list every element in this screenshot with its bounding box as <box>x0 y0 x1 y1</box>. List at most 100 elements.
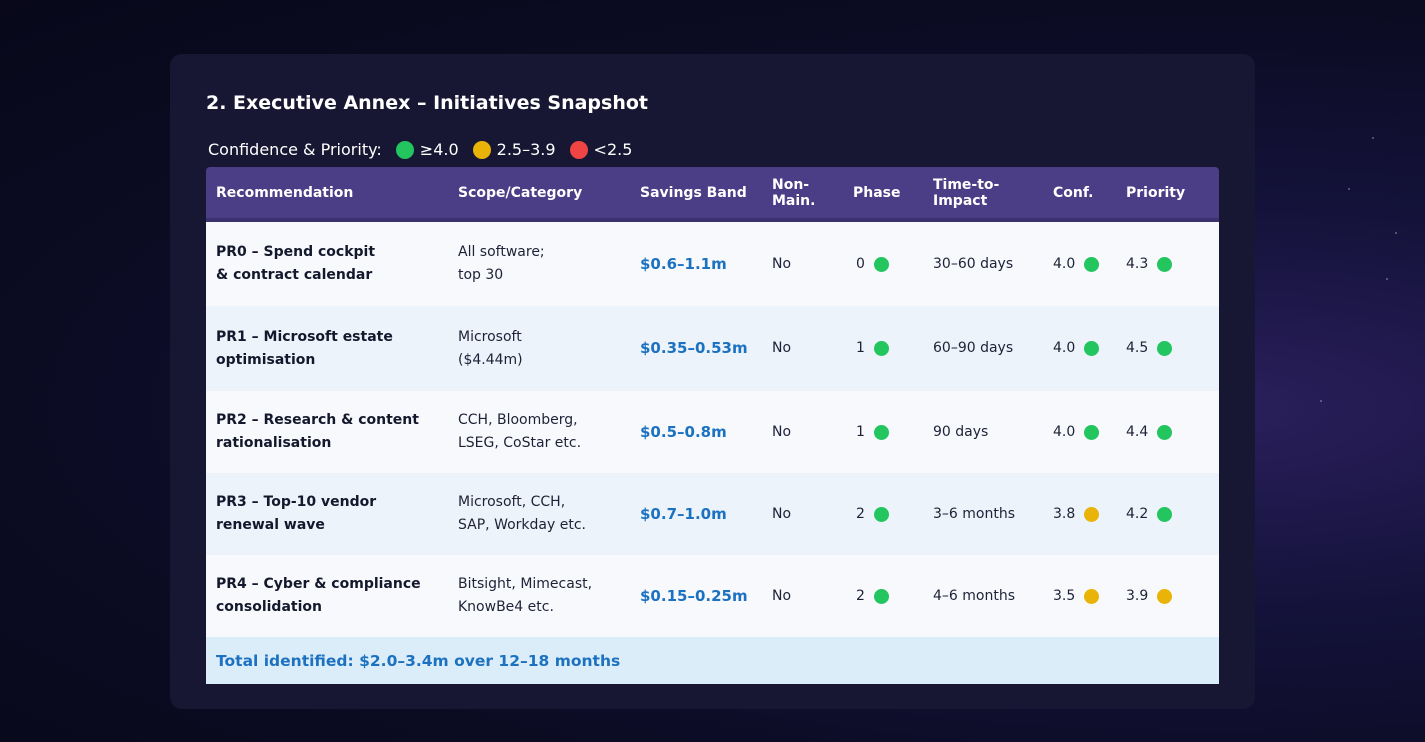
table-row: PR4 – Cyber & compliance consolidation Bi… <box>206 555 1219 637</box>
cell-recommendation: PR4 – Cyber & compliance consolidation <box>216 555 421 637</box>
cell-phase: 1 <box>856 306 889 391</box>
cell-time-text: 4–6 months <box>933 587 1015 604</box>
cell-non-main-text: No <box>772 255 792 272</box>
initiatives-table: Recommendation Scope/Category Savings Ba… <box>206 167 1219 684</box>
cell-recommendation: PR1 – Microsoft estate optimisation <box>216 306 393 391</box>
cell-scope: CCH, Bloomberg, LSEG, CoStar etc. <box>458 391 581 473</box>
cell-priority: 4.3 <box>1126 222 1173 306</box>
cell-conf-text: 4.0 <box>1053 340 1076 356</box>
legend-amber-label: 2.5–3.9 <box>496 140 556 159</box>
status-dot-icon <box>1157 424 1173 440</box>
cell-non-main: No <box>772 555 791 637</box>
cell-non-main-text: No <box>772 587 792 604</box>
cell-scope-text: Microsoft ($4.44m) <box>458 328 523 368</box>
header-scope: Scope/Category <box>458 184 583 201</box>
table-row: PR0 – Spend cockpit & contract calendar A… <box>206 222 1219 306</box>
header-priority: Priority <box>1126 184 1186 201</box>
cell-conf: 3.8 <box>1053 473 1100 555</box>
cell-non-main-text: No <box>772 423 792 440</box>
cell-scope: Microsoft, CCH, SAP, Workday etc. <box>458 473 586 555</box>
cell-conf: 4.0 <box>1053 222 1100 306</box>
cell-scope: Microsoft ($4.44m) <box>458 306 523 391</box>
cell-savings-text: $0.15–0.25m <box>640 586 748 605</box>
total-row: Total identified: $2.0–3.4m over 12–18 m… <box>206 637 1219 684</box>
cell-non-main: No <box>772 222 791 306</box>
cell-phase-text: 1 <box>856 423 865 440</box>
status-dot-icon <box>1084 341 1100 356</box>
cell-scope: All software; top 30 <box>458 222 545 306</box>
legend: Confidence & Priority: ≥4.0 2.5–3.9 <2.5 <box>208 140 632 159</box>
cell-savings-text: $0.6–1.1m <box>640 254 727 273</box>
legend-label: Confidence & Priority: <box>208 140 382 159</box>
status-dot-icon <box>1157 506 1173 522</box>
status-dot-icon <box>1157 341 1173 356</box>
cell-time-text: 3–6 months <box>933 505 1015 522</box>
cell-conf: 4.0 <box>1053 306 1100 391</box>
cell-time-text: 90 days <box>933 423 989 440</box>
cell-non-main-text: No <box>772 340 792 356</box>
cell-scope-text: CCH, Bloomberg, LSEG, CoStar etc. <box>458 412 582 451</box>
cell-phase-text: 2 <box>856 587 865 604</box>
table-row: PR3 – Top-10 vendor renewal wave Microsof… <box>206 473 1219 555</box>
cell-recommendation-text: PR2 – Research & content rationalisation <box>216 412 419 451</box>
cell-phase-text: 2 <box>856 505 865 522</box>
cell-priority-text: 4.4 <box>1126 423 1149 440</box>
header-conf: Conf. <box>1053 184 1094 201</box>
cell-recommendation-text: PR1 – Microsoft estate optimisation <box>216 328 393 368</box>
table-body: PR0 – Spend cockpit & contract calendar A… <box>206 222 1219 637</box>
cell-priority-text: 4.2 <box>1126 505 1149 522</box>
legend-green-dot-icon <box>395 140 414 159</box>
legend-amber-dot-icon <box>472 140 491 159</box>
cell-savings-text: $0.5–0.8m <box>640 422 727 441</box>
status-dot-icon <box>873 256 889 272</box>
status-dot-icon <box>873 588 889 604</box>
cell-priority: 4.4 <box>1126 391 1173 473</box>
cell-conf-text: 4.0 <box>1053 423 1076 440</box>
cell-time: 3–6 months <box>933 473 1015 555</box>
cell-recommendation-text: PR3 – Top-10 vendor renewal wave <box>216 494 377 533</box>
cell-conf: 4.0 <box>1053 391 1100 473</box>
cell-non-main-text: No <box>772 505 792 522</box>
header-recommendation: Recommendation <box>216 184 354 201</box>
status-dot-icon <box>873 341 889 356</box>
cell-savings: $0.7–1.0m <box>640 473 727 555</box>
cell-non-main: No <box>772 306 791 391</box>
page-title: 2. Executive Annex – Initiatives Snapsho… <box>206 92 648 114</box>
cell-savings-text: $0.35–0.53m <box>640 339 748 357</box>
cell-recommendation-text: PR4 – Cyber & compliance consolidation <box>216 576 421 615</box>
cell-scope-text: Microsoft, CCH, SAP, Workday etc. <box>458 494 586 533</box>
status-dot-icon <box>1157 256 1173 272</box>
cell-phase: 2 <box>856 473 889 555</box>
cell-priority-text: 4.5 <box>1126 340 1149 356</box>
cell-conf-text: 4.0 <box>1053 255 1076 272</box>
legend-green-label: ≥4.0 <box>419 140 459 159</box>
cell-scope: Bitsight, Mimecast, KnowBe4 etc. <box>458 555 592 637</box>
total-text: Total identified: $2.0–3.4m over 12–18 m… <box>216 651 621 670</box>
cell-conf: 3.5 <box>1053 555 1100 637</box>
table-header: Recommendation Scope/Category Savings Ba… <box>206 167 1219 222</box>
cell-conf-text: 3.5 <box>1053 587 1076 604</box>
cell-savings: $0.5–0.8m <box>640 391 727 473</box>
cell-time: 4–6 months <box>933 555 1015 637</box>
legend-red-dot-icon <box>569 140 588 159</box>
cell-savings: $0.15–0.25m <box>640 555 748 637</box>
cell-recommendation: PR2 – Research & content rationalisation <box>216 391 419 473</box>
cell-time: 60–90 days <box>933 306 1013 391</box>
status-dot-icon <box>1084 424 1100 440</box>
cell-priority: 4.5 <box>1126 306 1173 391</box>
annex-panel: 2. Executive Annex – Initiatives Snapsho… <box>170 54 1255 709</box>
cell-non-main: No <box>772 473 791 555</box>
header-savings: Savings Band <box>640 184 747 201</box>
cell-scope-text: All software; top 30 <box>458 244 545 283</box>
cell-priority-text: 4.3 <box>1126 255 1149 272</box>
status-dot-icon <box>1157 588 1173 604</box>
cell-conf-text: 3.8 <box>1053 505 1076 522</box>
cell-time-text: 30–60 days <box>933 255 1014 272</box>
cell-phase-text: 1 <box>856 340 865 356</box>
cell-savings-text: $0.7–1.0m <box>640 504 727 523</box>
status-dot-icon <box>1084 506 1100 522</box>
cell-time-text: 60–90 days <box>933 340 1014 356</box>
cell-phase: 0 <box>856 222 889 306</box>
table-row: PR1 – Microsoft estate optimisation Micro… <box>206 306 1219 391</box>
cell-recommendation-text: PR0 – Spend cockpit & contract calendar <box>216 244 376 283</box>
